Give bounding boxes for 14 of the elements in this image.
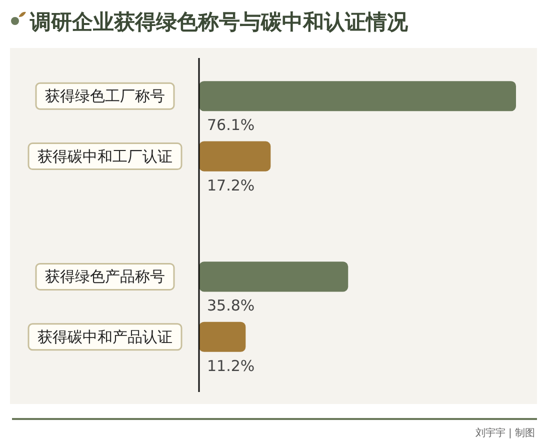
chart-title: 调研企业获得绿色称号与碳中和认证情况: [29, 10, 409, 34]
bar: [199, 262, 348, 292]
data-label: 35.8%: [207, 296, 255, 315]
y-tick-label: 获得碳中和工厂认证: [38, 147, 172, 166]
bar: [199, 141, 271, 172]
y-tick-label: 获得绿色工厂称号: [45, 87, 165, 106]
data-label: 17.2%: [207, 176, 255, 194]
data-label: 76.1%: [207, 116, 255, 134]
bar: [199, 81, 516, 112]
y-tick-label: 获得碳中和产品认证: [38, 328, 172, 346]
text: 刘宇宇 | 制图: [475, 427, 535, 439]
data-label: 11.2%: [207, 356, 255, 375]
bar: [199, 322, 246, 352]
y-tick-label: 获得绿色产品称号: [45, 268, 165, 286]
